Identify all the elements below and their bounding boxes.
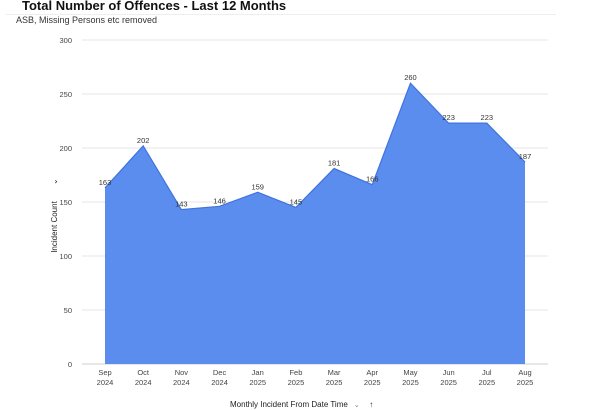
x-tick-label-month: Aug (518, 368, 531, 377)
data-label: 159 (251, 182, 264, 191)
data-label: 166 (366, 175, 379, 184)
x-tick-label-year: 2025 (478, 378, 495, 387)
data-label: 145 (290, 197, 303, 206)
y-tick-label: 300 (59, 36, 72, 45)
x-tick-label-year: 2025 (402, 378, 419, 387)
title-bar: Total Number of Offences - Last 12 Month… (6, 0, 556, 15)
x-tick-label-year: 2025 (288, 378, 305, 387)
y-tick-label: 150 (59, 198, 72, 207)
x-tick-label-month: Nov (175, 368, 189, 377)
data-label: 223 (442, 113, 455, 122)
y-tick-label: 100 (59, 252, 72, 261)
chart-subtitle: ASB, Missing Persons etc removed (16, 15, 158, 25)
data-label: 260 (404, 73, 417, 82)
x-tick-label-year: 2024 (97, 378, 114, 387)
data-label: 202 (137, 136, 150, 145)
y-tick-label: 250 (59, 90, 72, 99)
data-labels: 163 202 143 146 159 145 181 166 260 223 223 187 (99, 73, 532, 208)
y-axis-title-group[interactable]: Incident Count ⌄ (50, 178, 59, 253)
x-tick-label-month: Jan (252, 368, 264, 377)
x-tick-label-month: Jun (443, 368, 455, 377)
y-axis-chevron-icon[interactable]: ⌄ (50, 178, 59, 185)
x-tick-label-year: 2025 (326, 378, 343, 387)
data-label: 163 (99, 178, 112, 187)
x-tick-label-year: 2025 (517, 378, 534, 387)
x-tick-label-month: Jul (482, 368, 492, 377)
x-axis-chevron-icon[interactable]: ⌄ (353, 401, 360, 409)
x-tick-label-year: 2025 (249, 378, 266, 387)
data-label: 146 (213, 196, 226, 205)
x-tick-label-month: Feb (289, 368, 302, 377)
x-axis-title[interactable]: Monthly Incident From Date Time (230, 400, 348, 409)
chart-title: Total Number of Offences - Last 12 Month… (22, 0, 287, 13)
data-label: 143 (175, 200, 188, 209)
data-label: 223 (481, 113, 494, 122)
x-tick-label-year: 2024 (173, 378, 190, 387)
data-label: 181 (328, 159, 341, 168)
area-series (105, 83, 525, 364)
x-tick-label-month: Mar (328, 368, 341, 377)
y-tick-label: 0 (68, 360, 72, 369)
y-axis-title[interactable]: Incident Count (50, 200, 59, 252)
x-axis-title-group[interactable]: Monthly Incident From Date Time ⌄ ↑ (230, 399, 377, 410)
y-tick-labels: 0 50 100 150 200 250 300 (59, 36, 72, 369)
x-tick-label-month: Oct (137, 368, 150, 377)
x-tick-label-month: Apr (366, 368, 378, 377)
y-tick-label: 50 (64, 306, 72, 315)
y-tick-label: 200 (59, 144, 72, 153)
x-tick-label-month: Dec (213, 368, 227, 377)
area-series-line (104, 82, 526, 211)
sort-arrow-icon[interactable]: ↑ (369, 400, 374, 409)
x-tick-label-month: May (403, 368, 417, 377)
x-tick-label-year: 2025 (440, 378, 457, 387)
x-tick-label-year: 2025 (364, 378, 381, 387)
x-tick-labels: Sep2024Oct2024Nov2024Dec2024Jan2025Feb20… (97, 368, 534, 387)
x-tick-label-month: Sep (98, 368, 111, 377)
x-tick-label-year: 2024 (211, 378, 228, 387)
x-tick-label-year: 2024 (135, 378, 152, 387)
data-label: 187 (519, 152, 532, 161)
